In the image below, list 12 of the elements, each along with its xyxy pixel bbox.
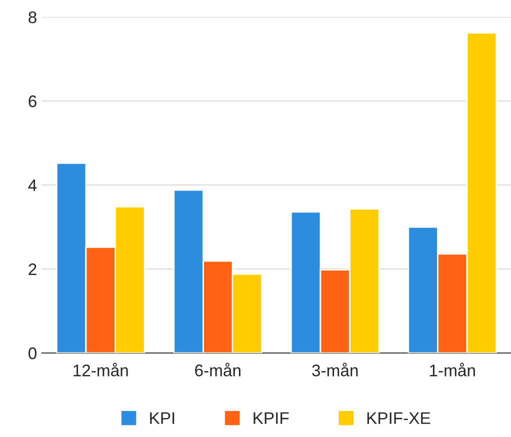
x-tick-label: 6-mån [195, 362, 240, 376]
legend-label: KPI [150, 412, 174, 424]
legend-label: KPIF-XE [367, 412, 430, 424]
y-tick-label: 4 [28, 180, 37, 192]
legend-label: KPIF [254, 412, 289, 424]
y-tick-label: 6 [28, 95, 36, 108]
x-tick-label: 3-mån [312, 362, 358, 376]
y-tick-label: 0 [28, 347, 36, 360]
x-tick-label: 1-mån [430, 362, 475, 376]
x-tick-label: 12-mån [74, 362, 128, 376]
y-tick-label: 8 [28, 11, 36, 24]
y-tick-label: 2 [28, 263, 36, 276]
